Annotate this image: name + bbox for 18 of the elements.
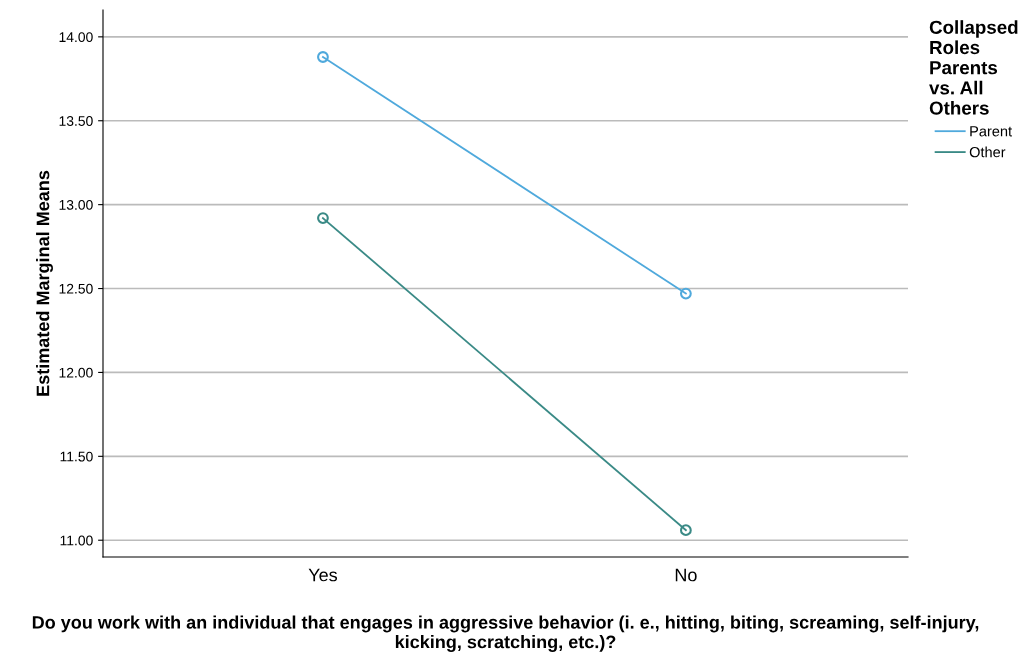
legend-title: Collapsed Roles Parents vs. All Others: [929, 20, 1018, 115]
y-tick-label: 14.00: [59, 32, 93, 43]
legend-label: Parent: [970, 126, 1012, 137]
legend-label: Other: [969, 146, 1006, 158]
y-axis-title: Estimated Marginal Means: [36, 170, 53, 396]
x-tick-label: Yes: [308, 568, 338, 582]
y-tick-label: 11.00: [60, 535, 93, 546]
point: [317, 51, 329, 63]
point: [679, 524, 692, 537]
point: [317, 212, 329, 224]
x-axis-title: Do you work with an individual that engages in aggressive behavior (i. e., hitting, biting, screaming, self-injury, kicking, scratching, etc.)?: [32, 615, 979, 652]
x-tick-label: No: [675, 568, 697, 582]
y-tick-label: 13.00: [59, 199, 93, 210]
y-tick-label: 13.50: [59, 116, 93, 126]
point: [679, 287, 692, 300]
y-tick-label: 12.00: [59, 367, 93, 378]
y-tick-label: 11.50: [60, 451, 93, 462]
y-tick-label: 12.50: [59, 283, 93, 294]
